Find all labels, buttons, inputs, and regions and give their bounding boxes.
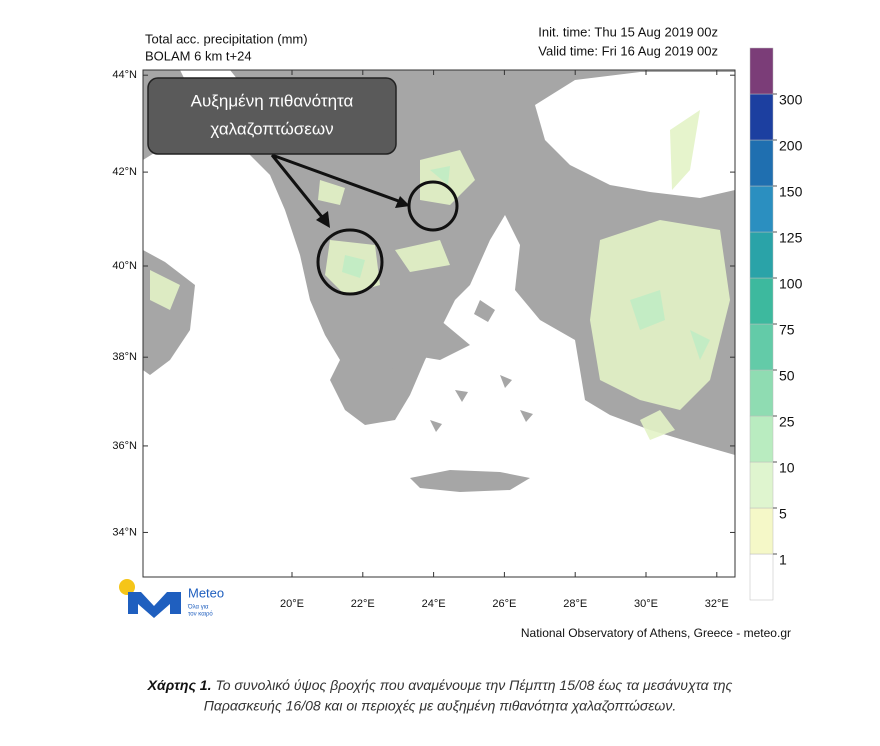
valid-time: Valid time: Fri 16 Aug 2019 00z — [538, 43, 718, 58]
colorbar-label: 200 — [779, 138, 803, 154]
colorbar-box — [749, 185, 774, 233]
attica — [395, 320, 470, 360]
model: BOLAM 6 km t+24 — [145, 48, 252, 63]
lat-label: 36°N — [112, 440, 137, 452]
colorbar-box — [749, 553, 774, 601]
caption-line: Παρασκευής 16/08 και οι περιοχές με αυξη… — [204, 698, 676, 714]
lat-label: 44°N — [112, 69, 137, 81]
colorbar: 1 5 10 25 50 75 100 125 150 200 300 — [749, 47, 803, 601]
annotation-text: χαλαζοπτώσεων — [210, 119, 333, 138]
init-time: Init. time: Thu 15 Aug 2019 00z — [538, 24, 718, 39]
colorbar-label: 125 — [779, 230, 803, 246]
colorbar-box — [749, 369, 774, 417]
logo-tagline: Όλα για — [187, 605, 209, 611]
lon-label: 26°E — [492, 598, 516, 610]
caption-label: Χάρτης 1. — [147, 677, 212, 693]
lat-label: 34°N — [112, 526, 137, 538]
arrow — [270, 154, 328, 223]
arrow-head — [316, 211, 330, 228]
logo-sun — [119, 579, 135, 595]
logo-name: Meteo — [188, 585, 224, 600]
logo: Meteo Όλα για τον καιρό — [119, 579, 224, 618]
colorbar-label: 150 — [779, 184, 803, 200]
caption-text: Το συνολικό ύψος βροχής που αναμένουμε τ… — [215, 677, 732, 693]
colorbar-label: 10 — [779, 460, 795, 476]
lon-label: 28°E — [563, 598, 587, 610]
map-frame — [142, 69, 736, 578]
colorbar-box — [749, 47, 774, 95]
colorbar-box — [749, 461, 774, 509]
colorbar-label: 1 — [779, 552, 787, 568]
colorbar-label: 50 — [779, 368, 795, 384]
colorbar-box — [749, 139, 774, 187]
title: Total acc. precipitation (mm) — [145, 31, 308, 46]
lat-label: 38°N — [112, 351, 137, 363]
colorbar-box — [749, 323, 774, 371]
arrow — [271, 153, 405, 205]
lat-label: 40°N — [112, 260, 137, 272]
colorbar-label: 25 — [779, 414, 795, 430]
colorbar-label: 5 — [779, 506, 787, 522]
colorbar-box — [749, 415, 774, 463]
highlight-circle — [316, 228, 384, 296]
annotation: Αυξημένη πιθανότητα χαλαζοπτώσεων — [147, 77, 459, 296]
crete — [410, 470, 530, 492]
lon-label: 22°E — [351, 598, 375, 610]
lon-label: 30°E — [634, 598, 658, 610]
colorbar-box — [749, 231, 774, 279]
caption-line: Χάρτης 1. Το συνολικό ύψος βροχής που ανα… — [147, 677, 733, 693]
map-ticks: 44°N 42°N 40°N 38°N 36°N 34°N 20°E 22°E 24°E 26°E… — [112, 69, 735, 610]
lon-label: 20°E — [280, 598, 304, 610]
peloponnese — [340, 360, 400, 418]
logo-mark — [128, 592, 181, 618]
lon-label: 24°E — [422, 598, 446, 610]
lat-label: 42°N — [112, 166, 137, 178]
colorbar-label: 300 — [779, 92, 803, 108]
arrow-head — [395, 196, 410, 208]
colorbar-box — [749, 93, 774, 141]
colorbar-box — [749, 277, 774, 325]
colorbar-box — [749, 507, 774, 555]
annotation-box — [147, 77, 397, 155]
lon-label: 32°E — [705, 598, 729, 610]
colorbar-label: 100 — [779, 276, 803, 292]
colorbar-label: 75 — [779, 322, 795, 338]
annotation-text: Αυξημένη πιθανότητα — [191, 91, 354, 110]
logo-tagline: τον καιρό — [188, 611, 213, 618]
credit: National Observatory of Athens, Greece -… — [521, 626, 791, 640]
